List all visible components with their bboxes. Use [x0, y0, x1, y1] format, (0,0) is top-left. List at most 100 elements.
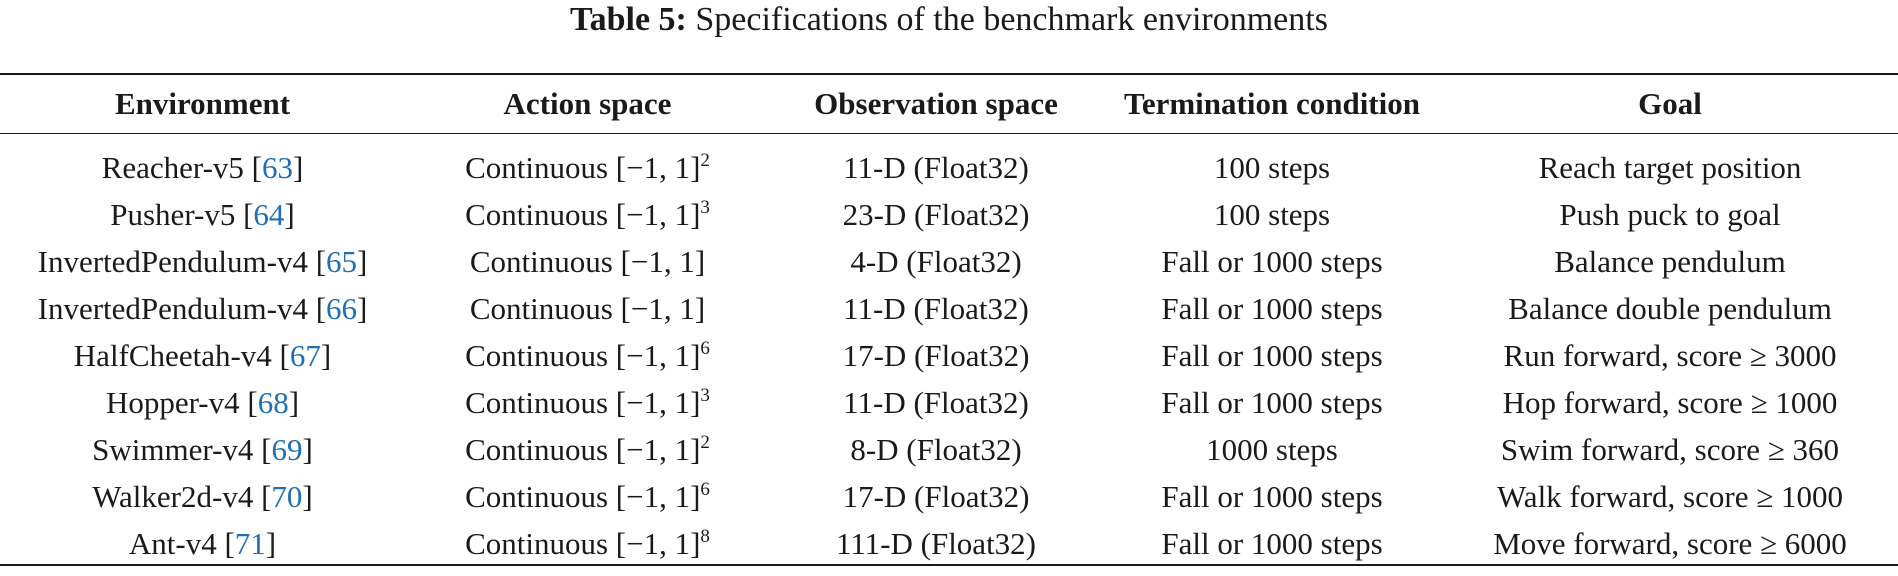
environment-name: Swimmer-v4: [92, 431, 254, 467]
cell-goal: Move forward, score ≥ 6000: [1493, 525, 1847, 561]
citation-link[interactable]: 67: [289, 337, 321, 373]
cell-observation-space: 17-D (Float32): [842, 337, 1030, 373]
action-space-text: Continuous [−1, 1]: [465, 478, 701, 514]
citation-bracket-close: ]: [357, 243, 368, 279]
action-space-dimension: 8: [700, 525, 710, 547]
caption-text: Specifications of the benchmark environm…: [695, 1, 1328, 38]
citation-link[interactable]: 69: [271, 431, 303, 467]
cell-termination-condition: Fall or 1000 steps: [1161, 478, 1383, 514]
cell-goal: Walk forward, score ≥ 1000: [1497, 478, 1843, 514]
cell-action-space: Continuous [−1, 1]8: [405, 520, 770, 567]
cell-environment: Pusher-v5 [64]: [0, 191, 405, 238]
citation-link[interactable]: 71: [234, 525, 266, 561]
table-body: Reacher-v5 [63] Continuous [−1, 1]2 11-D (…: [0, 134, 1898, 567]
citation-link[interactable]: 63: [262, 149, 293, 185]
action-space-dimension: 2: [700, 431, 710, 453]
cell-action-space: Continuous [−1, 1]3: [405, 191, 770, 238]
cell-goal: Push puck to goal: [1559, 196, 1781, 232]
header-goal: Goal: [1638, 86, 1702, 121]
environment-name: InvertedPendulum-v4: [37, 243, 308, 279]
cell-environment: Ant-v4 [71]: [0, 520, 405, 567]
cell-goal: Run forward, score ≥ 3000: [1503, 337, 1837, 373]
action-space-text: Continuous [−1, 1]: [469, 290, 706, 326]
table-row: Reacher-v5 [63] Continuous [−1, 1]2 11-D (…: [0, 134, 1898, 191]
environment-name: Pusher-v5: [110, 196, 236, 232]
citation-bracket-open: [: [243, 196, 254, 232]
cell-goal: Reach target position: [1538, 149, 1802, 185]
table-row: Hopper-v4 [68] Continuous [−1, 1]3 11-D (F…: [0, 379, 1898, 426]
citation-bracket-open: [: [315, 243, 327, 279]
cell-action-space: Continuous [−1, 1]2: [405, 134, 770, 191]
citation-bracket-close: ]: [302, 431, 313, 467]
cell-termination-condition: Fall or 1000 steps: [1161, 337, 1383, 373]
cell-environment: InvertedPendulum-v4 [65]: [0, 238, 405, 285]
table-row: Pusher-v5 [64] Continuous [−1, 1]3 23-D (F…: [0, 191, 1898, 238]
citation-link[interactable]: 64: [253, 196, 285, 232]
environment-name: HalfCheetah-v4: [73, 337, 272, 373]
cell-observation-space: 11-D (Float32): [843, 290, 1029, 326]
header-environment: Environment: [114, 86, 291, 121]
cell-action-space: Continuous [−1, 1]3: [405, 379, 770, 426]
cell-termination-condition: Fall or 1000 steps: [1161, 243, 1383, 279]
citation-link[interactable]: 68: [257, 384, 289, 420]
cell-action-space: Continuous [−1, 1]6: [405, 332, 770, 379]
cell-termination-condition: Fall or 1000 steps: [1161, 525, 1383, 561]
cell-termination-condition: 100 steps: [1213, 196, 1331, 232]
citation-bracket-open: [: [261, 431, 272, 467]
cell-environment: Reacher-v5 [63]: [0, 134, 405, 191]
cell-environment: HalfCheetah-v4 [67]: [0, 332, 405, 379]
citation-link[interactable]: 66: [326, 290, 358, 326]
action-space-text: Continuous [−1, 1]: [465, 431, 701, 467]
cell-observation-space: 11-D (Float32): [843, 149, 1029, 185]
cell-environment: Swimmer-v4 [69]: [0, 426, 405, 473]
environment-name: Hopper-v4: [105, 384, 240, 420]
top-rule: [0, 73, 1898, 75]
action-space-text: Continuous [−1, 1]: [465, 196, 701, 232]
action-space-text: Continuous [−1, 1]: [465, 149, 701, 185]
action-space-dimension: 6: [700, 478, 710, 500]
caption-label: Table 5:: [570, 1, 687, 38]
bottom-rule: [0, 564, 1898, 566]
citation-bracket-open: [: [251, 149, 262, 185]
table-row: Ant-v4 [71] Continuous [−1, 1]8 111-D (Flo…: [0, 520, 1898, 567]
cell-goal: Hop forward, score ≥ 1000: [1502, 384, 1838, 420]
cell-termination-condition: Fall or 1000 steps: [1161, 384, 1383, 420]
cell-action-space: Continuous [−1, 1]6: [405, 473, 770, 520]
table-caption: Table 5: Specifications of the benchmark…: [0, 0, 1898, 40]
cell-goal: Swim forward, score ≥ 360: [1500, 431, 1840, 467]
cell-goal: Balance pendulum: [1554, 243, 1786, 279]
table-row: InvertedPendulum-v4 [65] Continuous [−1, …: [0, 238, 1898, 285]
cell-action-space: Continuous [−1, 1]: [405, 238, 770, 285]
table-row: Walker2d-v4 [70] Continuous [−1, 1]6 17-D …: [0, 473, 1898, 520]
environment-name: Walker2d-v4: [92, 478, 254, 514]
citation-bracket-close: ]: [320, 337, 332, 373]
citation-bracket-close: ]: [284, 196, 295, 232]
citation-link[interactable]: 70: [271, 478, 303, 514]
cell-environment: Walker2d-v4 [70]: [0, 473, 405, 520]
cell-goal: Balance double pendulum: [1508, 290, 1832, 326]
citation-bracket-close: ]: [357, 290, 368, 326]
header-row: Environment Action space Observation spa…: [0, 84, 1898, 134]
action-space-dimension: 3: [700, 384, 710, 406]
cell-termination-condition: 100 steps: [1213, 149, 1331, 185]
cell-observation-space: 111-D (Float32): [835, 525, 1037, 561]
citation-bracket-close: ]: [288, 384, 300, 420]
table-row: HalfCheetah-v4 [67] Continuous [−1, 1]6 17…: [0, 332, 1898, 379]
cell-action-space: Continuous [−1, 1]2: [405, 426, 770, 473]
environment-name: InvertedPendulum-v4: [37, 290, 308, 326]
header-action-space: Action space: [503, 86, 672, 121]
citation-link[interactable]: 65: [326, 243, 358, 279]
cell-observation-space: 4-D (Float32): [850, 243, 1022, 279]
citation-bracket-close: ]: [293, 149, 304, 185]
citation-bracket-open: [: [224, 525, 235, 561]
citation-bracket-open: [: [279, 337, 290, 373]
citation-bracket-open: [: [315, 290, 327, 326]
action-space-text: Continuous [−1, 1]: [469, 243, 706, 279]
action-space-dimension: 3: [700, 196, 710, 218]
citation-bracket-close: ]: [265, 525, 277, 561]
header-termination-condition: Termination condition: [1124, 86, 1420, 121]
specs-table: Environment Action space Observation spa…: [0, 84, 1898, 567]
cell-observation-space: 23-D (Float32): [842, 196, 1030, 232]
citation-bracket-open: [: [247, 384, 258, 420]
